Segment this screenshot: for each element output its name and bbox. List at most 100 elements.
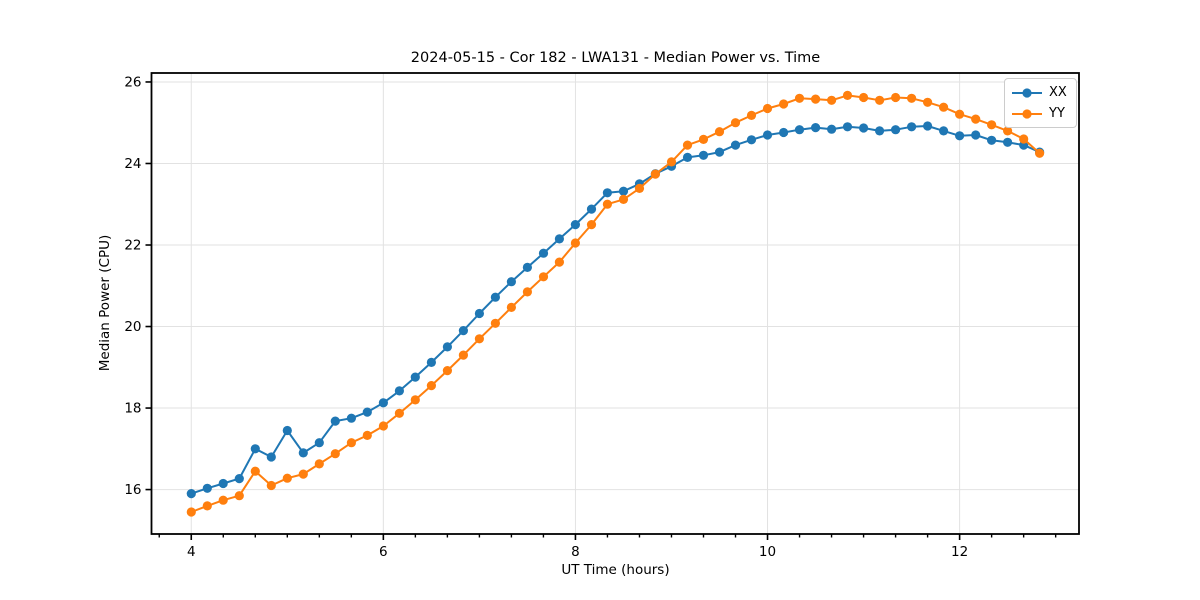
data-point-YY [842, 90, 853, 100]
data-point-YY [666, 157, 677, 167]
data-point-YY [474, 334, 484, 344]
data-point-XX [266, 452, 276, 462]
data-point-YY [586, 220, 597, 230]
data-point-XX [746, 135, 757, 145]
data-point-YY [218, 495, 228, 505]
data-point-XX [394, 386, 404, 396]
series-YY [186, 90, 1045, 517]
data-point-YY [730, 118, 741, 128]
data-point-XX [202, 483, 212, 493]
y-tick-label: 16 [124, 482, 141, 498]
y-tick-label: 18 [124, 401, 141, 417]
legend: XX YY [1004, 78, 1077, 128]
data-point-XX [570, 220, 581, 230]
data-point-XX [410, 372, 420, 382]
legend-label-XX: XX [1049, 85, 1067, 100]
data-point-XX [490, 292, 500, 302]
data-point-XX [827, 124, 837, 134]
data-point-XX [346, 413, 356, 423]
data-point-YY [875, 95, 885, 105]
data-point-XX [698, 150, 709, 160]
x-tick-label: 4 [187, 544, 196, 560]
data-point-YY [298, 469, 308, 479]
data-point-XX [1003, 137, 1013, 147]
data-point-YY [1019, 134, 1029, 144]
y-tick-labels: 16 18 20 22 24 26 [124, 74, 141, 498]
data-point-YY [602, 199, 613, 209]
data-point-XX [282, 425, 292, 436]
y-tick-label: 24 [124, 156, 141, 172]
data-point-XX [987, 135, 997, 145]
data-point-YY [762, 103, 773, 114]
data-point-YY [362, 430, 372, 440]
data-point-YY [202, 501, 212, 511]
series-line-YY [190, 94, 1041, 513]
data-point-YY [378, 421, 388, 431]
data-point-YY [891, 92, 901, 103]
series-XX [186, 121, 1045, 499]
data-point-XX [618, 186, 629, 196]
data-point-XX [939, 126, 949, 136]
data-point-XX [234, 474, 244, 484]
legend-entry-YY: YY [1012, 104, 1067, 123]
data-point-XX [474, 308, 484, 319]
data-point-YY [923, 97, 933, 107]
data-point-XX [506, 277, 516, 287]
data-point-XX [426, 357, 436, 367]
data-point-XX [714, 147, 725, 157]
legend-marker-XX [1012, 87, 1042, 98]
data-point-XX [811, 123, 821, 133]
data-point-XX [602, 188, 613, 198]
data-point-XX [682, 152, 693, 162]
data-point-YY [746, 110, 757, 120]
data-point-YY [794, 93, 805, 103]
data-point-YY [458, 350, 468, 360]
data-point-YY [698, 134, 709, 144]
x-tick-labels: 4 6 8 10 12 [187, 544, 968, 560]
data-point-XX [779, 127, 789, 138]
data-point-YY [282, 473, 292, 483]
x-tick-label: 6 [379, 544, 388, 560]
data-point-XX [314, 438, 324, 448]
data-point-YY [618, 194, 629, 204]
data-point-XX [538, 248, 549, 258]
data-point-XX [442, 342, 452, 352]
data-point-XX [907, 122, 917, 132]
data-point-XX [554, 234, 565, 244]
y-axis-label: Median Power (CPU) [97, 234, 113, 372]
data-point-YY [442, 366, 452, 376]
data-point-XX [730, 140, 741, 150]
data-point-XX [458, 326, 468, 336]
data-point-YY [634, 183, 645, 193]
data-point-XX [218, 478, 228, 489]
data-point-XX [875, 126, 885, 136]
y-tick-label: 20 [124, 319, 141, 335]
x-tick-label: 12 [951, 544, 968, 560]
gridlines [151, 73, 1079, 534]
data-point-XX [250, 444, 260, 454]
data-point-YY [570, 238, 581, 248]
data-point-XX [362, 407, 372, 417]
data-point-XX [842, 122, 853, 132]
data-point-YY [811, 94, 821, 104]
data-point-YY [266, 480, 276, 491]
data-point-YY [234, 491, 244, 501]
data-point-YY [955, 109, 965, 119]
data-point-YY [330, 449, 340, 459]
data-point-YY [682, 140, 693, 150]
data-point-XX [955, 131, 965, 141]
data-point-XX [330, 416, 340, 426]
data-point-XX [186, 489, 196, 499]
data-point-YY [522, 287, 533, 297]
data-point-YY [490, 318, 500, 328]
data-point-YY [506, 302, 516, 312]
data-point-YY [394, 408, 404, 418]
data-point-YY [314, 459, 324, 469]
data-point-XX [859, 123, 869, 133]
data-point-YY [410, 395, 420, 405]
axis-ticks [145, 81, 1057, 540]
data-point-YY [186, 507, 196, 517]
y-tick-label: 22 [124, 238, 141, 254]
data-point-YY [907, 93, 917, 103]
